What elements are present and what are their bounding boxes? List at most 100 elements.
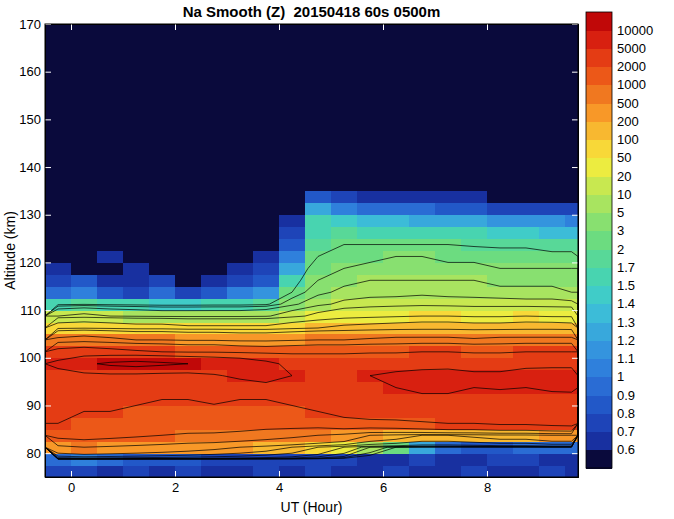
tick-label: 130 [19,207,41,222]
heat-cell [123,227,150,239]
heat-cell [227,191,254,203]
tick [572,262,578,263]
colorbar-block [586,85,612,104]
heat-cell [279,239,306,251]
contour-line [45,306,578,459]
heat-cell [45,394,72,406]
heat-cell [565,203,578,215]
heat-cell [331,346,358,358]
heat-cell [539,405,566,417]
contour-line [45,347,578,426]
heat-cell [71,251,98,263]
heat-cell [71,417,98,429]
heat-cell [227,334,254,346]
colorbar-block [586,231,612,250]
heat-cell [383,191,410,203]
heat-cell [513,405,540,417]
heat-cell [331,251,358,263]
tick: 80 [27,446,51,461]
heat-cell [435,155,462,191]
heat-cell [123,274,150,286]
heat-cell [461,239,488,251]
heat-cell [227,358,254,370]
heat-cell [461,155,488,191]
heat-cell [279,203,306,215]
colorbar-label: 100 [617,132,639,147]
heat-cell [279,191,306,203]
heat-cell [305,215,332,227]
contours [45,245,578,460]
heat-cell [409,382,436,394]
heat-cell [461,72,488,120]
heat-cell [71,191,98,203]
colorbar-block [586,450,612,469]
heat-cell [71,239,98,251]
heat-cell [149,251,176,263]
heat-cell [253,239,280,251]
heat-cell [253,382,280,394]
heat-cell [357,203,384,215]
heat-cell [565,322,578,334]
heat-cell [513,155,540,191]
axis-line [46,25,52,478]
heat-cell [331,215,358,227]
tick-label: 160 [19,64,41,79]
heat-cell [123,191,150,203]
heat-cell [253,203,280,215]
tick [487,24,488,30]
heat-cell [279,358,306,370]
tick-mark [572,405,578,406]
heat-cell [331,453,358,465]
tick-mark [572,119,578,120]
contour-line [45,342,578,440]
heat-cell [305,358,332,370]
heat-cell [357,72,384,120]
colorbar-label: 0.6 [617,442,635,457]
heat-cell [227,405,254,417]
heat-cell [253,405,280,417]
heat-cell [357,251,384,263]
heat-cell [97,382,124,394]
heat-cell [331,394,358,406]
heat-cell [565,215,578,227]
tick-mark [572,167,578,168]
heat-cell [201,274,228,286]
contour-line [45,280,578,459]
tick-mark [572,310,578,311]
heat-cell [383,405,410,417]
heat-cell [71,203,98,215]
heat-cell [45,441,72,453]
heat-cell [149,382,176,394]
heat-cell [409,405,436,417]
tick-mark [279,471,280,477]
heat-cell [123,155,150,191]
heat-cell [565,72,578,120]
cells [45,24,578,477]
heat-cell [435,441,462,453]
heat-cell [565,405,578,417]
heat-cell [175,262,202,274]
heat-cell [539,251,566,263]
tick [572,358,578,359]
colorbar-block [586,340,612,359]
heat-cell [565,119,578,155]
heat-cell [45,215,72,227]
heat-cell [201,227,228,239]
heat-cell [45,251,72,263]
heat-cell [513,322,540,334]
colorbar-block [586,377,612,396]
heat-cell [201,429,228,441]
heat-cell [227,203,254,215]
colorbar-block [586,48,612,67]
heat-cell [513,119,540,155]
heat-cell [45,286,72,298]
chart: 024688090100110120130140150160170Na Smoo… [0,0,674,519]
heat-cell [253,72,280,120]
colorbar-block [586,67,612,86]
tick-mark [572,72,578,73]
x-axis: 02468 [46,471,579,495]
heat-cell [461,441,488,453]
colorbar-label: 5 [617,205,624,220]
heat-cell [331,417,358,429]
heat-cell [513,203,540,215]
